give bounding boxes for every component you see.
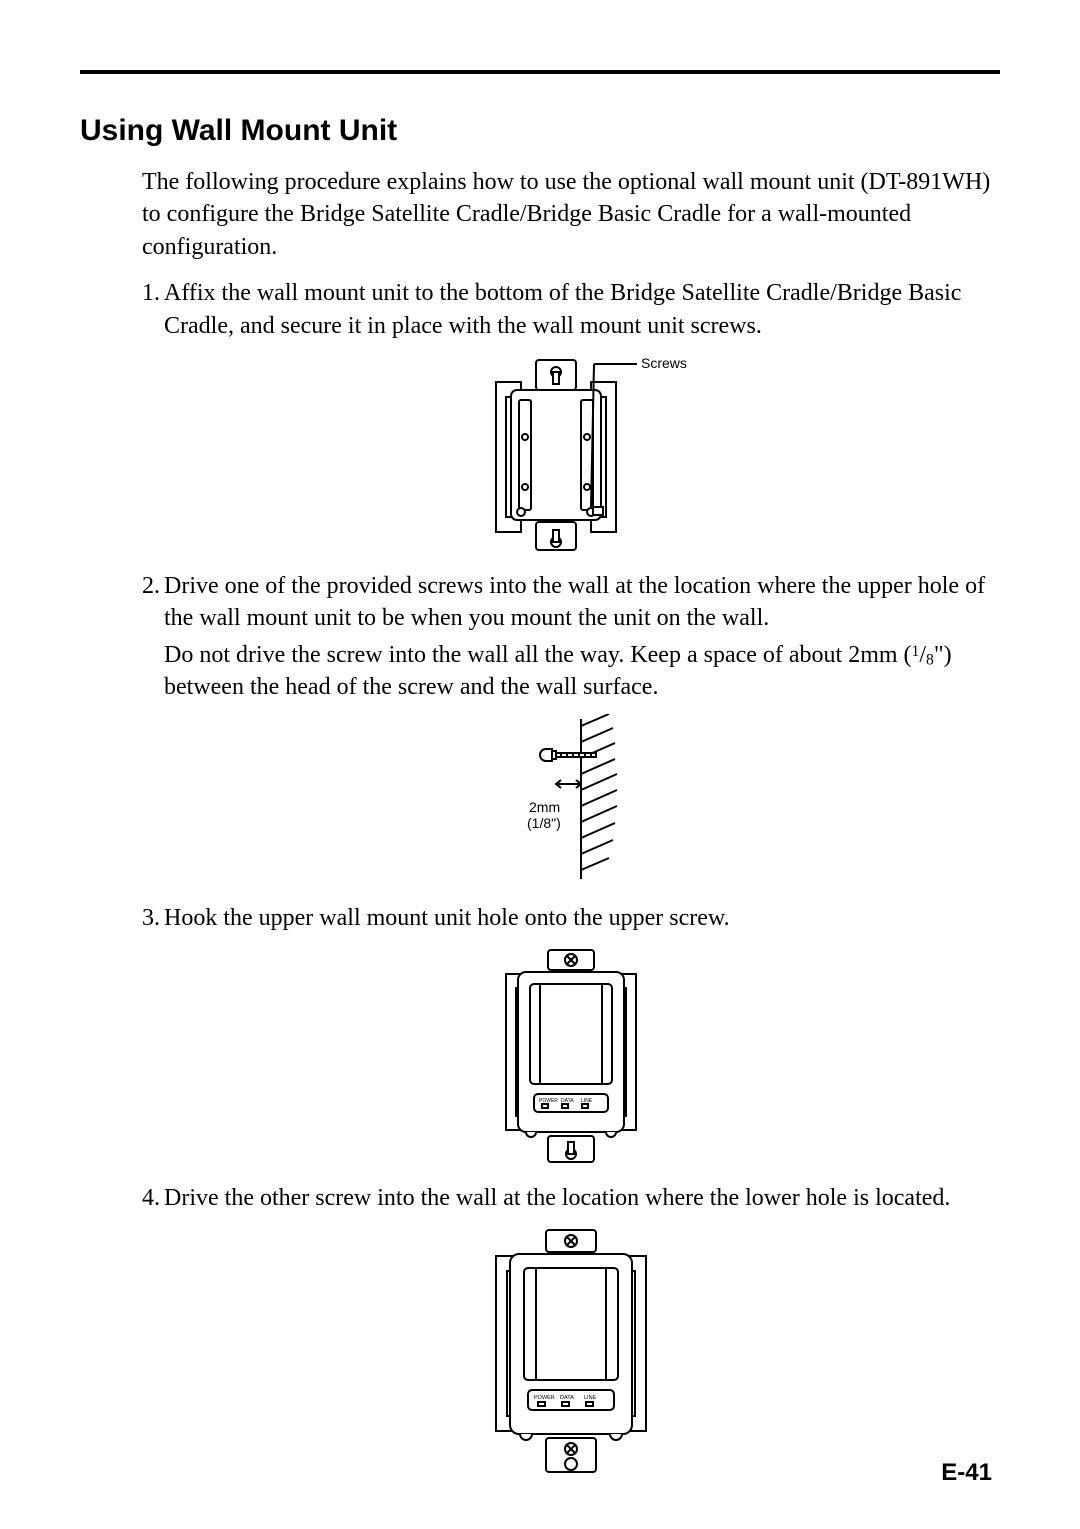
step-3: 3. Hook the upper wall mount unit hole o…: [142, 902, 1000, 1164]
section-title: Using Wall Mount Unit: [80, 114, 1000, 148]
figure-1: Screws: [142, 352, 1000, 552]
step-1-number: 1.: [142, 277, 164, 342]
fig2-label-gap: 2mm: [529, 799, 560, 815]
intro-paragraph: The following procedure explains how to …: [142, 166, 1000, 263]
svg-text:DATA: DATA: [560, 1395, 574, 1401]
steps-list: 1. Affix the wall mount unit to the bott…: [142, 277, 1000, 1474]
svg-text:LINE: LINE: [581, 1098, 593, 1104]
figure-3: POWER DATA LINE: [142, 944, 1000, 1164]
step-2-text: Drive one of the provided screws into th…: [164, 570, 1000, 635]
step-1: 1. Affix the wall mount unit to the bott…: [142, 277, 1000, 552]
svg-text:POWER: POWER: [534, 1395, 555, 1401]
figure-2: 2mm (1/8"): [142, 714, 1000, 884]
step-4-text: Drive the other screw into the wall at t…: [164, 1182, 1000, 1214]
step-2-number: 2.: [142, 570, 164, 635]
step-2: 2. Drive one of the provided screws into…: [142, 570, 1000, 884]
figure-4: POWER DATA LINE: [142, 1224, 1000, 1474]
svg-text:POWER: POWER: [539, 1098, 558, 1104]
step-3-text: Hook the upper wall mount unit hole onto…: [164, 902, 1000, 934]
step-1-text: Affix the wall mount unit to the bottom …: [164, 277, 1000, 342]
page-number: E-41: [941, 1459, 992, 1487]
step-2-subtext: Do not drive the screw into the wall all…: [164, 639, 1000, 704]
horizontal-rule-top: [80, 70, 1000, 74]
svg-text:LINE: LINE: [584, 1395, 597, 1401]
step-3-number: 3.: [142, 902, 164, 934]
svg-text:DATA: DATA: [561, 1098, 574, 1104]
step-4: 4. Drive the other screw into the wall a…: [142, 1182, 1000, 1474]
step-4-number: 4.: [142, 1182, 164, 1214]
fig1-label-screws: Screws: [641, 355, 687, 371]
fig2-label-gap2: (1/8"): [527, 815, 561, 831]
